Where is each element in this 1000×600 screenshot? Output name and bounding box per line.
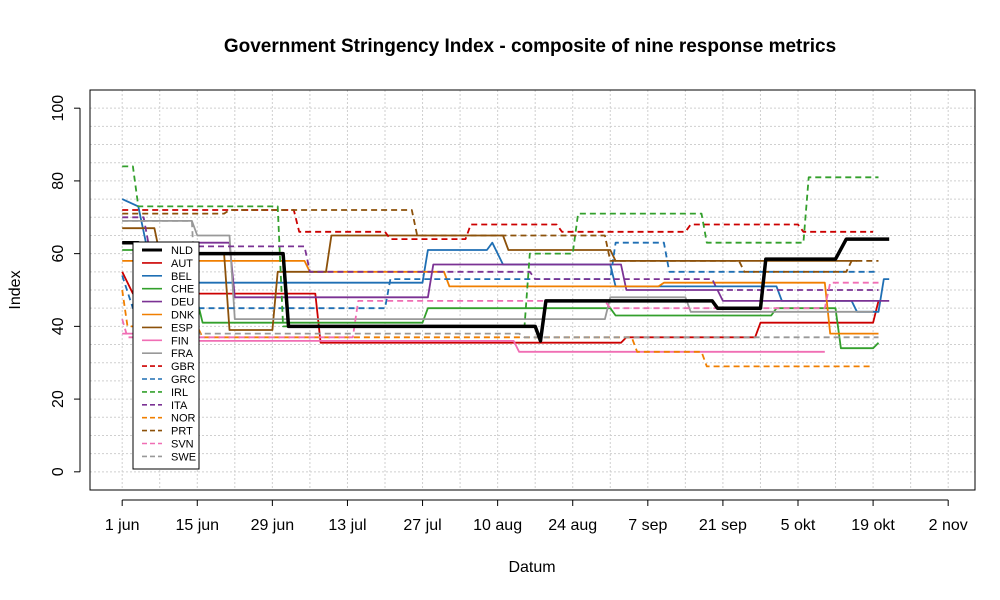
y-tick-label: 20 bbox=[50, 390, 67, 408]
chart-title: Government Stringency Index - composite … bbox=[224, 36, 836, 57]
legend-label: GRC bbox=[171, 374, 196, 386]
x-tick-label: 5 okt bbox=[781, 517, 816, 534]
x-tick-label: 19 okt bbox=[851, 517, 895, 534]
series-line-aut bbox=[121, 271, 880, 344]
y-tick-label: 60 bbox=[50, 245, 67, 263]
x-tick-label: 10 aug bbox=[473, 517, 522, 534]
series-line-grc bbox=[121, 241, 879, 310]
x-tick-label: 2 nov bbox=[929, 517, 968, 534]
series-line-bel bbox=[121, 198, 890, 313]
legend-label: NLD bbox=[171, 245, 193, 257]
legend: NLDAUTBELCHEDEUDNKESPFINFRAGBRGRCIRLITAN… bbox=[132, 241, 200, 470]
x-tick-label: 7 sep bbox=[628, 517, 667, 534]
legend-label: CHE bbox=[171, 284, 194, 296]
legend-label: IRL bbox=[171, 387, 188, 399]
legend-label: ESP bbox=[171, 322, 193, 334]
series-line-prt bbox=[122, 209, 879, 273]
series-line-dnk bbox=[122, 259, 879, 335]
plot-frame bbox=[89, 89, 976, 491]
series-line-swe bbox=[122, 219, 879, 339]
x-tick-label: 13 jul bbox=[328, 517, 366, 534]
series-line-ita bbox=[122, 216, 879, 291]
y-tick-label: 100 bbox=[50, 95, 67, 122]
y-tick-label: 0 bbox=[50, 467, 67, 476]
legend-label: BEL bbox=[171, 271, 192, 283]
series-line-fra bbox=[122, 219, 874, 321]
legend-label: DNK bbox=[171, 310, 195, 322]
legend-label: SVN bbox=[171, 439, 194, 451]
legend-label: GBR bbox=[171, 361, 195, 373]
x-tick-label: 27 jul bbox=[403, 517, 441, 534]
y-tick-label: 80 bbox=[50, 172, 67, 190]
legend-label: PRT bbox=[171, 426, 193, 438]
series-layer bbox=[121, 165, 890, 368]
legend-label: SWE bbox=[171, 451, 196, 463]
y-axis: 0 20 40 60 80 100 bbox=[50, 95, 81, 476]
x-tick-label: 15 jun bbox=[175, 517, 219, 534]
series-line-svn bbox=[121, 281, 879, 339]
legend-label: FIN bbox=[171, 335, 189, 347]
plot-area bbox=[89, 89, 976, 491]
legend-label: FRA bbox=[171, 348, 194, 360]
legend-label: DEU bbox=[171, 297, 194, 309]
y-tick-label: 40 bbox=[50, 317, 67, 335]
y-axis-label: Index bbox=[7, 270, 24, 309]
legend-label: NOR bbox=[171, 413, 196, 425]
grid bbox=[90, 89, 975, 490]
x-tick-label: 1 jun bbox=[105, 517, 140, 534]
series-line-irl bbox=[122, 165, 879, 328]
series-line-gbr bbox=[122, 209, 874, 241]
x-axis: 1 jun 15 jun 29 jun 13 jul 27 jul 10 aug 24 au… bbox=[105, 499, 968, 534]
legend-label: ITA bbox=[171, 400, 188, 412]
legend-label: AUT bbox=[171, 258, 193, 270]
x-tick-label: 29 jun bbox=[251, 517, 295, 534]
x-tick-label: 21 sep bbox=[699, 517, 747, 534]
x-tick-label: 24 aug bbox=[548, 517, 597, 534]
x-axis-label: Datum bbox=[508, 559, 555, 576]
